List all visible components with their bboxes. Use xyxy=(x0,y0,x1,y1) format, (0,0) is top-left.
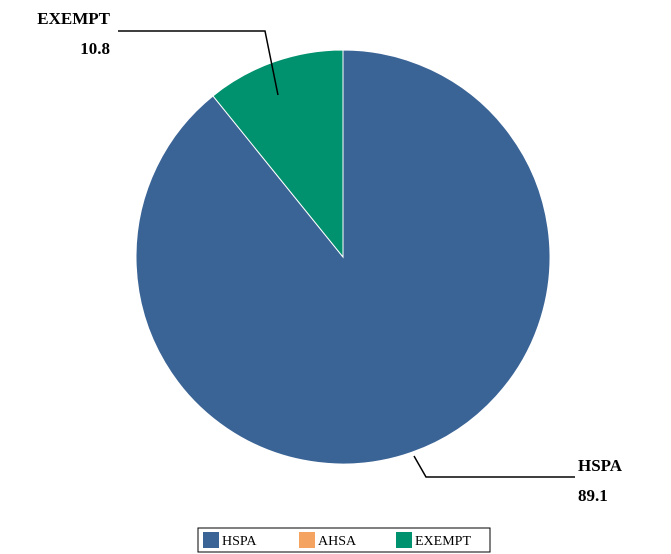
legend-swatch-hspa xyxy=(203,532,219,548)
legend: HSPA AHSA EXEMPT xyxy=(197,527,491,553)
exempt-leader-line xyxy=(118,30,279,96)
hspa-value-label: 89.1 xyxy=(578,486,608,505)
legend-swatch-exempt xyxy=(396,532,412,548)
exempt-category-label: EXEMPT xyxy=(37,9,110,28)
legend-box xyxy=(197,527,491,553)
legend-label-exempt: EXEMPT xyxy=(415,534,471,549)
legend-label-ahsa: AHSA xyxy=(318,534,357,549)
pie-slice-exempt xyxy=(212,49,344,259)
hspa-leader-line xyxy=(413,455,575,478)
pie-slices xyxy=(135,49,551,465)
legend-label-hspa: HSPA xyxy=(222,534,257,549)
exempt-value-label: 10.8 xyxy=(80,39,110,58)
legend-swatch-ahsa xyxy=(299,532,315,548)
hspa-category-label: HSPA xyxy=(578,456,623,475)
